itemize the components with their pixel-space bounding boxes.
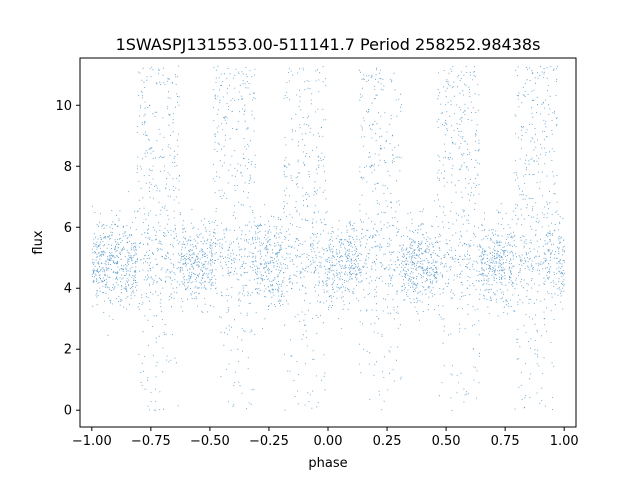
x-axis-label: phase <box>308 456 347 471</box>
x-tick-label: 1.00 <box>550 434 579 449</box>
x-tick-label: −0.50 <box>190 434 230 449</box>
x-tick-label: −1.00 <box>72 434 112 449</box>
y-tick-label: 6 <box>64 221 72 236</box>
y-axis-label: flux <box>31 230 46 254</box>
x-axis-ticks: −1.00 −0.75 −0.50 −0.25 0.00 0.25 0.50 0.75 1.00 <box>72 427 579 449</box>
y-tick-label: 8 <box>64 160 72 175</box>
x-tick-label: 0.50 <box>432 434 461 449</box>
x-tick-label: 0.00 <box>314 434 343 449</box>
y-tick-label: 4 <box>64 282 72 297</box>
chart-title: 1SWASPJ131553.00-511141.7 Period 258252.… <box>116 35 541 54</box>
x-tick-label: 0.75 <box>491 434 520 449</box>
x-tick-label: −0.75 <box>131 434 171 449</box>
y-tick-label: 0 <box>64 404 72 419</box>
y-tick-label: 10 <box>55 99 72 114</box>
x-tick-label: −0.25 <box>249 434 289 449</box>
x-tick-label: 0.25 <box>373 434 402 449</box>
y-tick-label: 2 <box>64 343 72 358</box>
y-axis-ticks: 0 2 4 6 8 10 <box>55 99 80 419</box>
